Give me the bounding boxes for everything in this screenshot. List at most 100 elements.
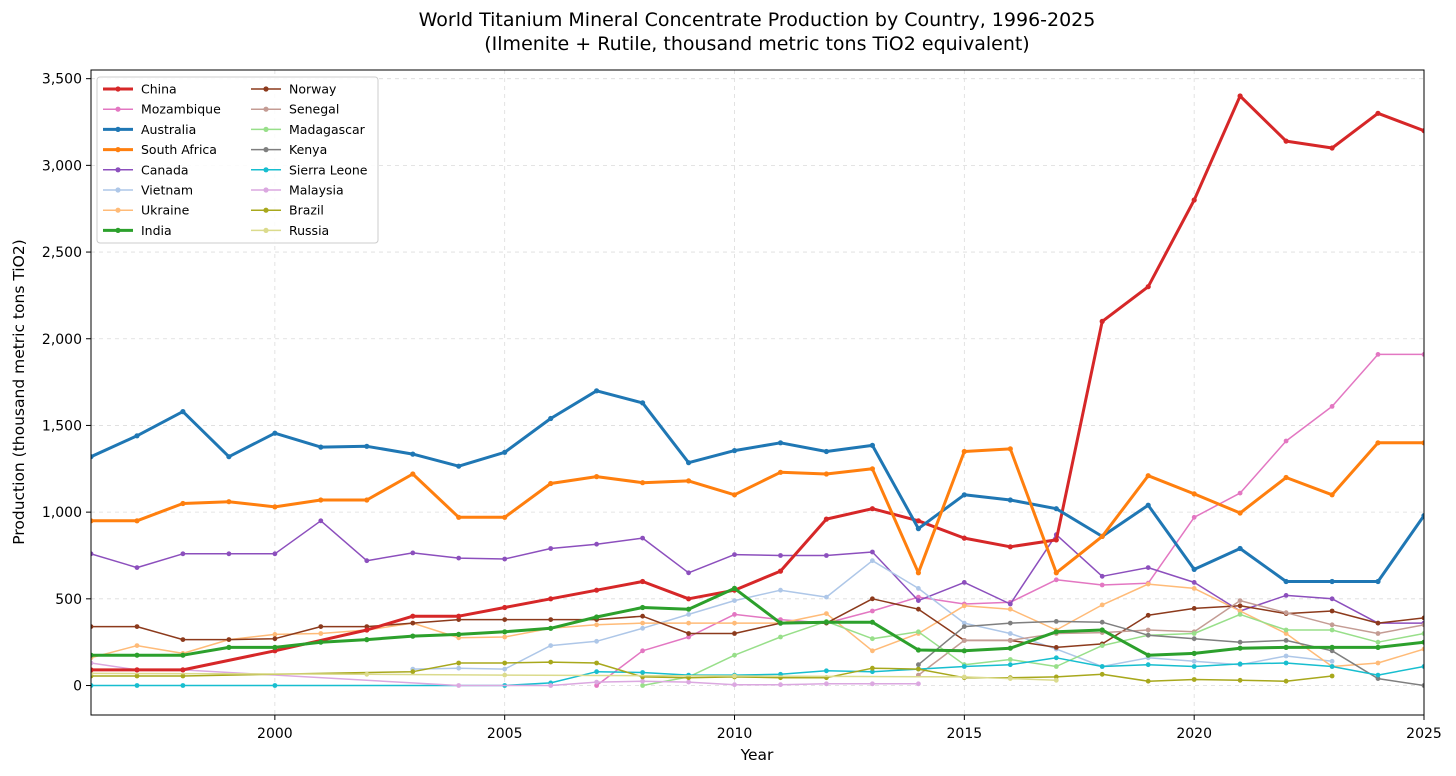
data-point-australia xyxy=(180,409,186,415)
data-point-india xyxy=(318,639,324,645)
data-point-china xyxy=(1421,128,1424,134)
data-point-sierra-leone xyxy=(1329,664,1335,669)
data-point-norway xyxy=(272,636,278,642)
data-point-norway xyxy=(410,620,416,626)
data-point-australia xyxy=(548,415,554,422)
data-point-australia xyxy=(686,460,692,466)
data-point-sierra-leone xyxy=(1237,661,1243,667)
data-point-norway xyxy=(1329,608,1335,614)
legend-label: Norway xyxy=(289,82,337,97)
data-point-south-africa xyxy=(134,518,140,524)
y-tick-label: 500 xyxy=(55,592,82,608)
data-point-brazil xyxy=(548,659,554,665)
data-point-canada xyxy=(226,551,232,557)
data-point-sierra-leone xyxy=(961,664,967,669)
x-tick-label: 2025 xyxy=(1406,726,1442,742)
y-tick-label: 1,000 xyxy=(42,505,82,521)
data-point-senegal xyxy=(1375,631,1381,636)
data-point-ukraine xyxy=(732,620,737,626)
legend-marker xyxy=(263,147,269,153)
legend-marker xyxy=(263,227,269,233)
data-point-norway xyxy=(502,617,508,622)
data-point-madagascar xyxy=(870,636,875,642)
legend-label: Malaysia xyxy=(289,183,344,198)
data-point-south-africa xyxy=(91,518,94,524)
data-point-india xyxy=(91,652,94,658)
legend-marker xyxy=(263,167,269,173)
data-point-malaysia xyxy=(870,681,875,687)
data-point-south-africa xyxy=(731,492,738,498)
data-point-malaysia xyxy=(456,683,462,688)
y-axis-label: Production (thousand metric tons TiO2) xyxy=(10,239,28,544)
data-point-brazil xyxy=(1283,678,1289,684)
data-point-south-africa xyxy=(456,514,462,520)
data-point-norway xyxy=(870,596,875,602)
data-point-ukraine xyxy=(1007,606,1013,612)
data-point-vietnam xyxy=(594,638,599,644)
data-point-sierra-leone xyxy=(1283,660,1289,666)
data-point-ukraine xyxy=(870,648,875,654)
series-russia xyxy=(91,671,1059,683)
y-tick-label: 2,000 xyxy=(42,332,82,348)
data-point-brazil xyxy=(1053,674,1059,680)
data-point-sierra-leone xyxy=(272,683,278,688)
data-point-australia xyxy=(502,449,508,455)
data-point-malaysia xyxy=(640,678,645,684)
data-point-senegal xyxy=(961,638,967,643)
legend: China Mozambique Australia South Africa Cana… xyxy=(96,76,379,244)
legend-label: Mozambique xyxy=(141,102,221,117)
data-point-malaysia xyxy=(594,679,599,685)
data-point-sierra-leone xyxy=(640,670,645,675)
data-point-mozambique xyxy=(686,634,691,640)
data-point-china xyxy=(1329,145,1335,151)
grid xyxy=(91,70,1425,715)
data-point-ukraine xyxy=(1191,586,1197,591)
data-point-kenya xyxy=(1007,620,1013,626)
data-point-brazil xyxy=(1237,677,1243,683)
data-point-madagascar xyxy=(1375,639,1381,645)
data-point-canada xyxy=(640,535,645,541)
data-point-australia xyxy=(226,454,232,460)
data-point-senegal xyxy=(1283,610,1289,616)
data-point-madagascar xyxy=(1421,631,1424,636)
data-point-south-africa xyxy=(1145,473,1151,479)
data-point-australia xyxy=(777,440,784,446)
data-point-canada xyxy=(548,546,554,551)
x-axis: 2000 2005 2010 2015 2020 2025 xyxy=(257,715,1442,742)
data-point-brazil xyxy=(1145,678,1151,684)
data-point-south-africa xyxy=(180,500,186,507)
data-point-senegal xyxy=(1007,638,1013,643)
data-point-russia xyxy=(364,671,370,677)
data-point-india xyxy=(456,631,462,638)
data-point-vietnam xyxy=(686,612,691,617)
data-point-india xyxy=(1053,629,1059,635)
series-line-ukraine xyxy=(91,583,1424,668)
data-point-madagascar xyxy=(1007,657,1013,662)
data-point-mozambique xyxy=(870,608,875,614)
series-line-australia xyxy=(91,389,1424,583)
data-point-madagascar xyxy=(1237,612,1243,617)
data-point-south-africa xyxy=(318,497,324,503)
data-point-south-africa xyxy=(915,570,922,576)
data-point-south-africa xyxy=(1191,491,1197,497)
data-point-canada xyxy=(686,570,691,576)
y-axis: 0 500 1,000 1,500 2,000 2,500 3,000 3,500 xyxy=(42,72,91,695)
legend-label: Sierra Leone xyxy=(289,162,368,177)
data-point-south-africa xyxy=(640,480,646,486)
data-point-kenya xyxy=(1375,676,1381,681)
data-point-norway xyxy=(916,606,921,612)
data-point-malaysia xyxy=(91,660,94,666)
data-point-norway xyxy=(1053,645,1059,650)
data-point-china xyxy=(823,516,830,522)
data-point-vietnam xyxy=(640,625,645,631)
data-point-australia xyxy=(1191,566,1197,573)
data-point-kenya xyxy=(1099,619,1105,625)
legend-label: China xyxy=(141,82,177,97)
legend-item-brazil: Brazil xyxy=(251,203,324,218)
data-point-vietnam xyxy=(916,586,921,591)
data-point-china xyxy=(1191,197,1197,203)
data-point-china xyxy=(961,535,967,541)
series-line-south-africa xyxy=(91,441,1424,575)
data-point-malaysia xyxy=(824,681,829,687)
data-point-brazil xyxy=(1191,677,1197,682)
